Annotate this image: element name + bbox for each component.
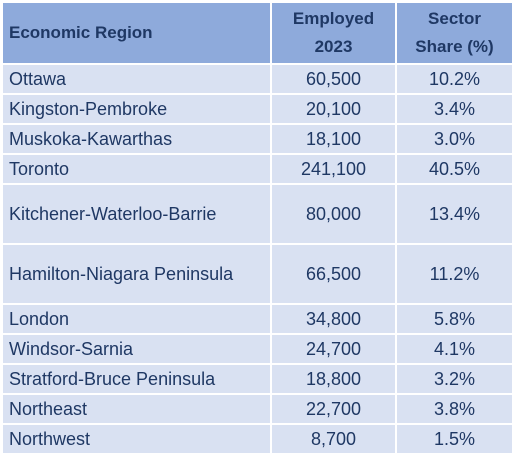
cell-region: Northwest (1, 423, 272, 455)
cell-employed: 80,000 (270, 183, 397, 245)
cell-region: Toronto (1, 153, 272, 185)
cell-region: Northeast (1, 393, 272, 425)
cell-employed: 241,100 (270, 153, 397, 185)
cell-employed: 22,700 (270, 393, 397, 425)
cell-share: 3.0% (395, 123, 513, 155)
header-row: Economic Region Employed 2023 Sector Sha… (1, 1, 513, 65)
cell-share: 5.8% (395, 303, 513, 335)
cell-employed: 24,700 (270, 333, 397, 365)
table-row: Ottawa 60,500 10.2% (1, 63, 513, 95)
header-region: Economic Region (1, 1, 272, 65)
cell-share: 40.5% (395, 153, 513, 185)
header-employed-line1: Employed (292, 9, 375, 28)
table-row: Muskoka-Kawarthas 18,100 3.0% (1, 123, 513, 155)
cell-employed: 66,500 (270, 243, 397, 305)
cell-region: Hamilton-Niagara Peninsula (1, 243, 272, 305)
cell-share: 3.2% (395, 363, 513, 395)
employment-table: Economic Region Employed 2023 Sector Sha… (1, 1, 513, 455)
table-header: Economic Region Employed 2023 Sector Sha… (1, 1, 513, 65)
header-share-line1: Sector (428, 9, 481, 28)
cell-share: 11.2% (395, 243, 513, 305)
cell-region: Ottawa (1, 63, 272, 95)
cell-region: Kitchener-Waterloo-Barrie (1, 183, 272, 245)
table-row: Windsor-Sarnia 24,700 4.1% (1, 333, 513, 365)
cell-share: 1.5% (395, 423, 513, 455)
cell-region: Stratford-Bruce Peninsula (1, 363, 272, 395)
cell-employed: 18,100 (270, 123, 397, 155)
cell-share: 4.1% (395, 333, 513, 365)
cell-share: 13.4% (395, 183, 513, 245)
table-row: Toronto 241,100 40.5% (1, 153, 513, 185)
header-share: Sector Share (%) (395, 1, 513, 65)
header-employed-line2: 2023 (314, 37, 353, 56)
table-row: Kitchener-Waterloo-Barrie 80,000 13.4% (1, 183, 513, 245)
cell-employed: 18,800 (270, 363, 397, 395)
cell-region: Kingston-Pembroke (1, 93, 272, 125)
cell-region: Windsor-Sarnia (1, 333, 272, 365)
table-row: London 34,800 5.8% (1, 303, 513, 335)
table-body: Ottawa 60,500 10.2% Kingston-Pembroke 20… (1, 63, 513, 455)
table-row: Stratford-Bruce Peninsula 18,800 3.2% (1, 363, 513, 395)
table-row: Kingston-Pembroke 20,100 3.4% (1, 93, 513, 125)
cell-employed: 34,800 (270, 303, 397, 335)
cell-region: Muskoka-Kawarthas (1, 123, 272, 155)
header-employed: Employed 2023 (270, 1, 397, 65)
header-share-line2: Share (%) (415, 37, 494, 56)
cell-share: 3.4% (395, 93, 513, 125)
table-row: Hamilton-Niagara Peninsula 66,500 11.2% (1, 243, 513, 305)
cell-share: 3.8% (395, 393, 513, 425)
cell-employed: 8,700 (270, 423, 397, 455)
table-row: Northeast 22,700 3.8% (1, 393, 513, 425)
cell-employed: 20,100 (270, 93, 397, 125)
cell-employed: 60,500 (270, 63, 397, 95)
cell-share: 10.2% (395, 63, 513, 95)
table-row: Northwest 8,700 1.5% (1, 423, 513, 455)
cell-region: London (1, 303, 272, 335)
